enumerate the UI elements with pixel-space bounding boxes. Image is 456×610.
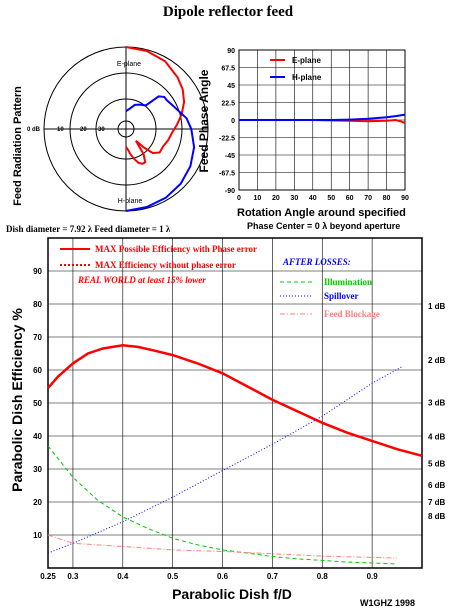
phase-x-tick-label: 50 [327, 195, 335, 202]
phase-legend-e-plane: E-plane [292, 56, 321, 65]
phase-x-tick-labels: 0 10 20 30 40 50 60 70 80 90 [237, 195, 409, 202]
efficiency-series-illumination [47, 445, 398, 565]
phase-y-tick-label: -45 [225, 153, 235, 160]
efficiency-x-tick-label: 0.3 [67, 572, 79, 581]
legend-spillover: Spillover [324, 291, 359, 301]
efficiency-series-feed-blockage [47, 534, 398, 559]
polar-label-e-plane: E-plane [117, 61, 141, 68]
phase-legend-h-plane: H-plane [292, 73, 322, 82]
phase-x-tick-label: 0 [237, 195, 241, 202]
efficiency-y-axis-label: Parabolic Dish Efficiency % [9, 308, 25, 492]
real-world-note: REAL WORLD at least 15% lower [77, 275, 206, 285]
efficiency-y-tick-labels: 10 20 30 40 50 60 70 80 90 [33, 267, 42, 540]
efficiency-y-tick-label: 60 [33, 366, 42, 375]
phase-x-tick-label: 30 [290, 195, 298, 202]
efficiency-y-tick-label: 50 [33, 399, 42, 408]
phase-gridlines [238, 49, 406, 191]
phase-y-tick-label: -22.5 [219, 136, 235, 143]
polar-label-h-plane: H-plane [118, 198, 143, 205]
phase-y-tick-label: -67.5 [219, 171, 235, 178]
polar-ring-label-0db: 0 dB [27, 127, 41, 133]
phase-subtitle: Phase Center = 0 λ beyond aperture [247, 221, 400, 231]
phase-x-axis-label: Rotation Angle around specified [237, 207, 406, 219]
after-losses-title: AFTER LOSSES: [282, 257, 351, 267]
polar-ring-label-20: -20 [78, 127, 87, 133]
efficiency-y-tick-label: 10 [33, 531, 42, 540]
phase-y-tick-label: 67.5 [221, 66, 235, 73]
phase-series-h-plane [239, 113, 406, 121]
page-title: Dipole reflector feed [162, 4, 294, 20]
legend-max-with-phase-error: MAX Possible Efficiency with Phase error [95, 244, 257, 254]
efficiency-x-tick-label: 0.25 [40, 572, 56, 581]
phase-x-tick-label: 90 [401, 195, 409, 202]
efficiency-y-tick-label: 20 [33, 498, 42, 507]
legend-feed-blockage: Feed Blockage [324, 309, 380, 319]
polar-ring-label-30: -30 [96, 127, 105, 133]
phase-x-tick-label: 60 [346, 195, 354, 202]
phase-x-tick-label: 20 [272, 195, 280, 202]
efficiency-x-tick-labels: 0.25 0.3 0.4 0.5 0.6 0.7 0.8 0.9 [40, 572, 378, 581]
efficiency-db-tick-label: 6 dB [428, 481, 446, 490]
phase-y-tick-label: 90 [227, 48, 235, 55]
phase-y-tick-label: 0 [231, 118, 235, 125]
efficiency-series-spillover [47, 366, 403, 554]
efficiency-series-max-with-phase-error [47, 344, 423, 458]
efficiency-db-tick-label: 8 dB [428, 512, 446, 521]
phase-x-tick-label: 70 [364, 195, 372, 202]
polar-chart: E-plane H-plane 0 dB -10 -20 -30 [27, 46, 209, 212]
efficiency-x-tick-label: 0.6 [217, 572, 229, 581]
efficiency-x-axis-label: Parabolic Dish f/D [172, 586, 292, 602]
phase-y-axis-label: Feed Phase Angle [197, 69, 211, 172]
phase-x-tick-label: 10 [254, 195, 262, 202]
phase-chart: 90 67.5 45 22.5 0 -22.5 -45 -67.5 -90 0 10 20 30 40 5… [197, 48, 409, 231]
legend-illumination: Illumination [324, 277, 372, 287]
dish-caption: Dish diameter = 7.92 λ Feed diameter = 1… [6, 224, 171, 234]
efficiency-db-tick-labels: 1 dB 2 dB 3 dB 4 dB 5 dB 6 dB 7 dB 8 dB [428, 302, 446, 521]
phase-x-tick-label: 40 [309, 195, 317, 202]
efficiency-y-tick-label: 40 [33, 432, 42, 441]
efficiency-db-tick-label: 7 dB [428, 498, 446, 507]
phase-y-tick-label: 22.5 [221, 101, 235, 108]
efficiency-x-tick-label: 0.7 [267, 572, 279, 581]
efficiency-x-tick-label: 0.4 [117, 572, 129, 581]
efficiency-db-tick-label: 3 dB [428, 399, 446, 408]
phase-y-tick-label: -90 [225, 188, 235, 195]
efficiency-y-tick-label: 70 [33, 333, 42, 342]
legend-max-without-phase-error: MAX Efficiency without phase error [95, 260, 236, 270]
efficiency-y-tick-label: 90 [33, 267, 42, 276]
polar-ring-label-10: -10 [55, 127, 64, 133]
efficiency-y-tick-label: 30 [33, 465, 42, 474]
efficiency-x-tick-label: 0.8 [317, 572, 329, 581]
polar-series-e-plane [125, 46, 186, 165]
efficiency-db-tick-label: 4 dB [428, 433, 446, 442]
efficiency-db-tick-label: 1 dB [428, 302, 446, 311]
efficiency-gridlines [47, 238, 422, 568]
phase-y-tick-label: 45 [227, 83, 235, 90]
phase-y-tick-labels: 90 67.5 45 22.5 0 -22.5 -45 -67.5 -90 [219, 48, 235, 195]
efficiency-x-tick-label: 0.9 [367, 572, 379, 581]
efficiency-x-tick-label: 0.5 [167, 572, 179, 581]
efficiency-db-tick-label: 2 dB [428, 356, 446, 365]
phase-x-tick-label: 80 [383, 195, 391, 202]
efficiency-db-tick-label: 5 dB [428, 460, 446, 469]
polar-series-h-plane [125, 95, 196, 212]
efficiency-y-tick-label: 80 [33, 300, 42, 309]
credit: W1GHZ 1998 [360, 598, 415, 608]
